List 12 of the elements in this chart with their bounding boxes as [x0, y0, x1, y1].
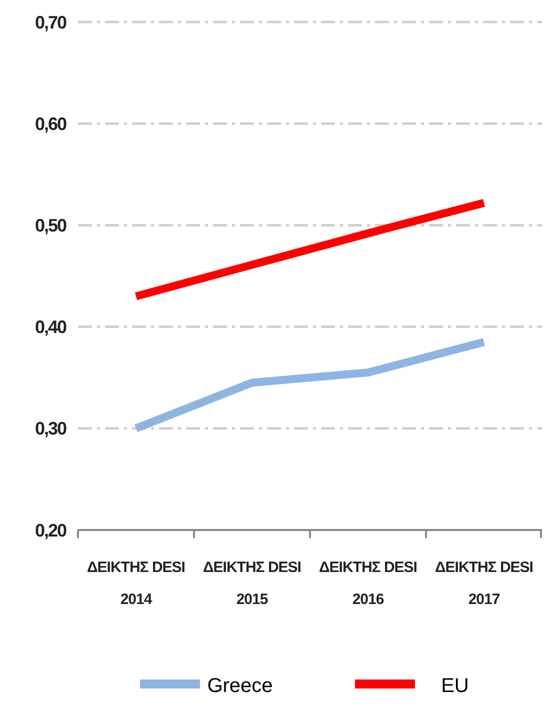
x-tick-label: ΔΕΙΚΤΗΣ DESI 2014 [87, 559, 186, 608]
y-tick-label: 0,30 [34, 418, 67, 439]
legend-label: Greece [207, 675, 273, 697]
x-tick-label: ΔΕΙΚΤΗΣ DESI 2015 [203, 559, 302, 608]
y-tick-label: 0,20 [34, 520, 67, 540]
x-tick-label: ΔΕΙΚΤΗΣ DESI 2016 [319, 559, 418, 608]
y-tick-label: 0,50 [34, 216, 67, 236]
y-tick-label: 0,70 [34, 12, 67, 32]
y-tick-label: 0,60 [34, 114, 67, 134]
x-tick-label: ΔΕΙΚΤΗΣ DESI 2017 [435, 559, 534, 608]
legend-label: EU [441, 675, 469, 697]
y-tick-label: 0,40 [34, 317, 67, 338]
